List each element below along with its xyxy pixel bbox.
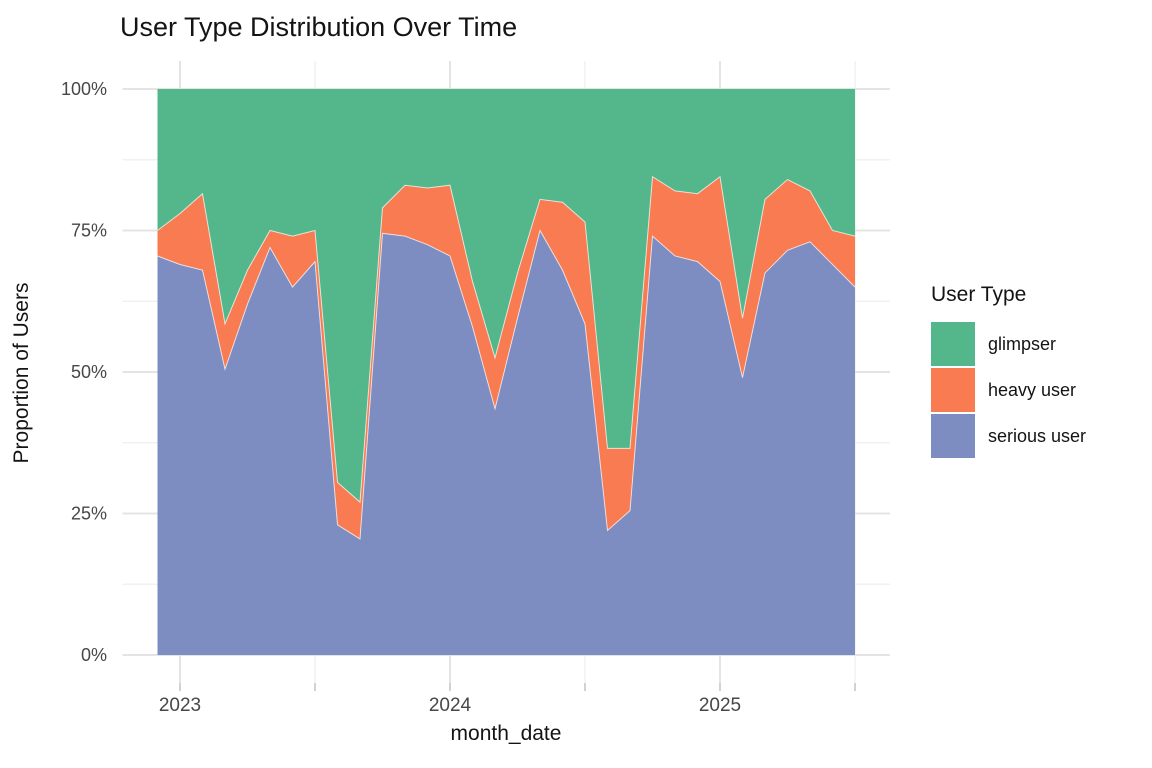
area-boundary-seam — [157, 175, 856, 504]
area-heavy-user — [157, 176, 855, 539]
area-glimpser — [157, 89, 855, 503]
x-tick-label: 2025 — [699, 695, 741, 716]
legend-item-serious-user: serious user — [931, 414, 1086, 458]
y-tick-label: 100% — [61, 79, 107, 99]
area-boundary-seam — [157, 229, 856, 540]
x-tick-label: 2024 — [429, 695, 472, 716]
legend-swatch-heavy-user — [931, 368, 975, 412]
legend-item-heavy-user: heavy user — [931, 368, 1086, 412]
legend-label: glimpser — [988, 333, 1057, 354]
legend: User Type glimpser heavy user serious user — [931, 283, 1086, 460]
chart-title: User Type Distribution Over Time — [120, 12, 518, 42]
y-tick-label: 75% — [71, 221, 107, 241]
x-axis-title: month_date — [450, 722, 562, 745]
legend-item-glimpser: glimpser — [931, 322, 1086, 366]
y-tick-label: 0% — [81, 645, 107, 665]
legend-swatch-serious-user — [931, 414, 975, 458]
legend-label: serious user — [988, 425, 1087, 446]
y-tick-label: 50% — [71, 362, 107, 382]
area-serious-user — [157, 230, 855, 655]
legend-title: User Type — [931, 283, 1027, 306]
y-tick-label: 25% — [71, 504, 107, 524]
x-tick-label: 2023 — [159, 695, 201, 716]
legend-swatch-glimpser — [931, 322, 975, 366]
legend-items: glimpser heavy user serious user — [931, 322, 1086, 458]
legend-label: heavy user — [988, 379, 1077, 400]
y-axis-title: Proportion of Users — [10, 282, 33, 464]
